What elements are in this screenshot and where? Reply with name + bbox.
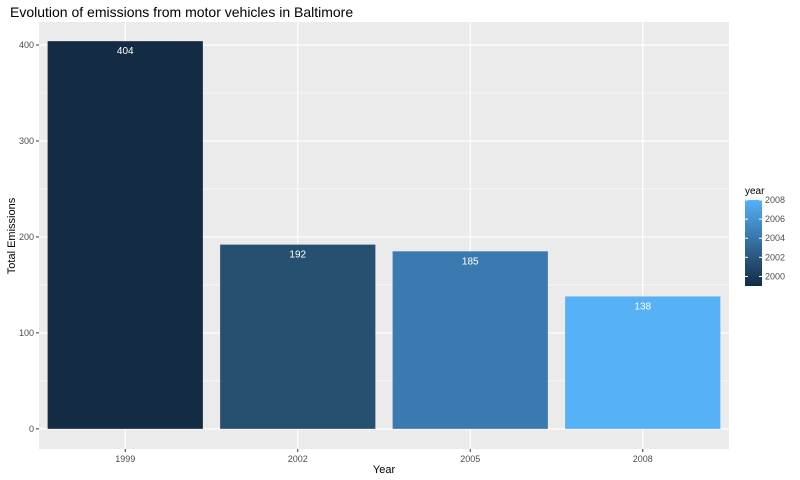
bars (47, 41, 721, 429)
x-axis-title: Year (373, 464, 396, 476)
legend-tick-label: 2006 (765, 214, 785, 224)
x-tick-label: 2008 (633, 454, 653, 464)
chart-title: Evolution of emissions from motor vehicl… (10, 4, 353, 20)
bar-2002 (220, 244, 376, 429)
x-tick-label: 2002 (288, 454, 308, 464)
y-tick-label: 300 (19, 136, 34, 146)
y-tick-label: 0 (29, 424, 34, 434)
x-axis: 1999 2002 2005 2008 (115, 449, 653, 464)
legend-colorbar (745, 200, 762, 286)
bar-2005 (392, 251, 548, 429)
data-label-2005: 185 (462, 256, 479, 267)
legend-tick-label: 2002 (765, 252, 785, 262)
legend-title: year (745, 186, 765, 197)
x-tick-label: 1999 (115, 454, 135, 464)
data-labels: 404 192 185 138 (117, 46, 652, 312)
legend: year 2000 2002 2004 2006 2008 (745, 186, 785, 286)
bar-2008 (565, 296, 721, 429)
legend-tick-label: 2000 (765, 271, 785, 281)
y-axis: 0 100 200 300 400 (19, 40, 39, 434)
y-tick-label: 200 (19, 232, 34, 242)
legend-tick-label: 2004 (765, 233, 785, 243)
y-tick-label: 100 (19, 328, 34, 338)
data-label-2008: 138 (634, 301, 651, 312)
bar-1999 (47, 41, 203, 429)
x-tick-label: 2005 (460, 454, 480, 464)
data-label-1999: 404 (117, 46, 134, 57)
y-axis-title: Total Emissions (6, 197, 18, 274)
data-label-2002: 192 (289, 250, 306, 261)
legend-tick-label: 2008 (765, 195, 785, 205)
y-tick-label: 400 (19, 40, 34, 50)
legend-ticks: 2000 2002 2004 2006 2008 (745, 195, 785, 281)
